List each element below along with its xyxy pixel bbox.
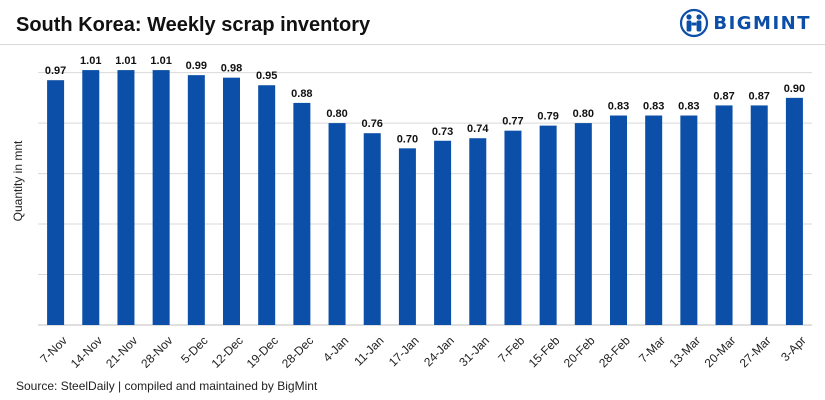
data-label: 1.01	[115, 55, 136, 67]
data-label: 0.95	[256, 70, 277, 82]
data-label: 0.87	[749, 90, 770, 102]
x-tick-label: 14-Nov	[68, 333, 105, 370]
x-tick-label: 31-Jan	[456, 333, 492, 369]
data-label: 0.79	[537, 111, 558, 123]
data-label: 0.98	[221, 63, 242, 75]
bar	[785, 97, 803, 325]
bar	[504, 130, 522, 325]
x-tick-label: 21-Nov	[103, 333, 140, 370]
x-tick-label: 28-Nov	[138, 333, 175, 370]
x-tick-label: 12-Dec	[209, 333, 246, 370]
x-tick-label: 17-Jan	[386, 333, 422, 369]
x-tick-label: 13-Mar	[666, 333, 703, 370]
x-tick-label: 28-Feb	[596, 333, 633, 370]
brand-logo: BIGMINT	[679, 8, 811, 38]
bar	[434, 140, 452, 325]
x-tick-label: 7-Feb	[495, 333, 527, 365]
data-label: 0.87	[713, 90, 734, 102]
x-tick-label: 11-Jan	[351, 333, 386, 368]
data-label: 0.80	[326, 108, 347, 120]
x-tick-label: 7-Mar	[636, 333, 668, 365]
bar	[258, 85, 276, 325]
source-note: Source: SteelDaily | compiled and mainta…	[16, 379, 318, 393]
x-tick-label: 24-Jan	[421, 333, 457, 369]
data-label: 0.83	[678, 101, 699, 113]
bar	[610, 115, 627, 326]
data-label: 0.99	[186, 60, 207, 72]
data-label: 0.74	[467, 123, 489, 135]
bar	[715, 105, 733, 325]
bar	[117, 70, 135, 325]
x-tick-label: 19-Dec	[244, 333, 281, 370]
data-label: 0.83	[643, 101, 664, 113]
x-tick-label: 3-Apr	[778, 333, 809, 364]
data-label: 0.70	[397, 133, 418, 145]
bar	[187, 75, 205, 326]
bar	[152, 70, 170, 325]
bar	[539, 125, 557, 325]
data-label: 0.88	[291, 88, 312, 100]
data-label: 0.80	[573, 108, 594, 120]
bar	[47, 80, 65, 325]
data-label: 0.97	[45, 65, 66, 77]
chart-title: South Korea: Weekly scrap inventory	[16, 14, 371, 36]
bar	[574, 123, 592, 325]
x-tick-label: 4-Jan	[320, 333, 351, 364]
bar	[363, 133, 381, 325]
bigmint-logo-icon	[680, 8, 709, 38]
data-label: 0.90	[784, 83, 805, 95]
x-tick-label: 20-Mar	[702, 333, 739, 370]
x-tick-label: 28-Dec	[279, 333, 316, 370]
x-tick-label: 27-Mar	[737, 333, 774, 370]
data-label: 0.73	[432, 126, 453, 138]
title-divider	[0, 44, 825, 45]
data-label: 0.77	[502, 116, 523, 128]
x-tick-label: 5-Dec	[178, 333, 211, 366]
data-label: 1.01	[80, 55, 101, 67]
x-tick-label: 15-Feb	[526, 333, 563, 370]
bar	[750, 105, 768, 325]
brand-name: BIGMINT	[713, 12, 811, 34]
bar	[293, 102, 311, 326]
data-label: 0.83	[608, 101, 629, 113]
data-label: 1.01	[150, 55, 171, 67]
bar	[328, 123, 346, 325]
bar	[469, 138, 487, 325]
x-tick-label: 20-Feb	[561, 333, 598, 370]
bar	[645, 115, 663, 326]
bar	[223, 77, 240, 326]
bar	[82, 70, 100, 325]
bar	[398, 148, 416, 325]
x-tick-label: 7-Nov	[37, 333, 70, 366]
bar	[680, 115, 698, 326]
data-label: 0.76	[362, 118, 383, 130]
